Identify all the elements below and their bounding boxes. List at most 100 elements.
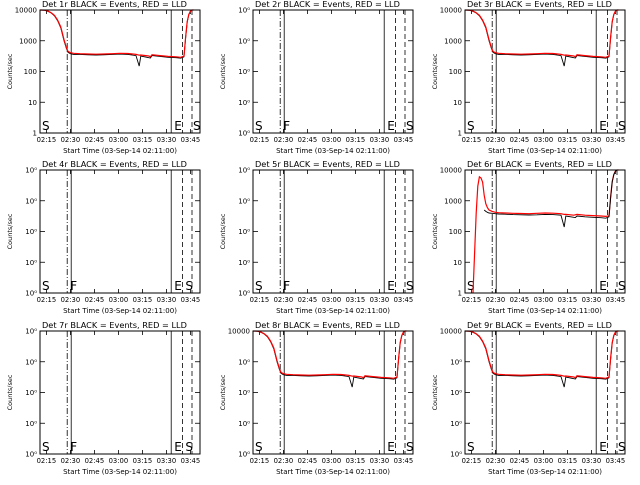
y-tick-label: 10⁰ <box>238 68 250 76</box>
x-tick-label: 03:45 <box>394 136 414 144</box>
x-tick-label: 03:45 <box>606 457 626 465</box>
x-tick-label: 03:00 <box>109 296 129 304</box>
y-tick-label: 10⁰ <box>25 228 37 236</box>
y-tick-label: 1000 <box>19 37 37 45</box>
series-lld-line <box>39 9 194 58</box>
x-tick-label: 02:45 <box>510 457 530 465</box>
event-vline-label: F <box>283 119 290 133</box>
x-tick-label: 03:45 <box>394 457 414 465</box>
y-tick-label: 10⁰ <box>25 389 37 397</box>
x-tick-label: 02:15 <box>250 136 270 144</box>
x-axis-label: Start Time (03-Sep-14 02:11:00) <box>488 147 602 155</box>
x-tick-label: 03:15 <box>346 136 366 144</box>
corner-label-start: S <box>42 279 50 293</box>
series-lld-line <box>464 330 619 379</box>
x-tick-label: 03:00 <box>534 136 554 144</box>
y-axis-label: Counts/sec <box>431 374 439 410</box>
corner-label-start: S <box>467 440 475 454</box>
plot-frame <box>252 169 414 294</box>
corner-label-end: S <box>193 119 201 133</box>
series-lld-line <box>472 169 619 294</box>
panel-det-7: Det 7r BLACK = Events, RED = LLD Counts/s… <box>6 320 201 476</box>
event-vline-label: E <box>174 279 182 293</box>
panel-title: Det 8r BLACK = Events, RED = LLD <box>255 320 400 330</box>
y-tick-label: 10⁰ <box>238 389 250 397</box>
corner-label-start: S <box>42 440 50 454</box>
panel-det-2: Det 2r BLACK = Events, RED = LLD Counts/s… <box>219 0 414 155</box>
y-tick-label: 10⁰ <box>450 420 462 428</box>
y-tick-label: 1 <box>33 130 37 138</box>
x-tick-label: 03:30 <box>370 457 390 465</box>
x-tick-label: 03:15 <box>558 296 578 304</box>
x-tick-label: 03:15 <box>133 296 153 304</box>
corner-label-start: S <box>42 119 50 133</box>
x-tick-label: 03:00 <box>109 457 129 465</box>
x-tick-label: 03:00 <box>322 136 342 144</box>
y-tick-label: 10⁰ <box>238 99 250 107</box>
y-tick-label: 1 <box>458 290 462 298</box>
y-tick-label: 10⁰ <box>238 259 250 267</box>
y-tick-label: 10⁰ <box>238 228 250 236</box>
x-tick-label: 02:45 <box>85 296 105 304</box>
corner-label-end: S <box>406 119 414 133</box>
panel-title: Det 3r BLACK = Events, RED = LLD <box>467 0 612 9</box>
plot-frame <box>464 9 626 134</box>
y-tick-label: 10 <box>453 99 462 107</box>
series-lld-line <box>464 9 619 58</box>
corner-label-end: S <box>618 279 626 293</box>
x-tick-label: 02:15 <box>250 457 270 465</box>
y-axis-label: Counts/sec <box>219 374 227 410</box>
y-tick-label: 1 <box>458 130 462 138</box>
x-tick-label: 03:45 <box>606 296 626 304</box>
x-tick-label: 03:15 <box>346 296 366 304</box>
corner-label-start: S <box>467 119 475 133</box>
x-tick-label: 03:45 <box>606 136 626 144</box>
y-tick-label: 100 <box>449 68 462 76</box>
x-axis-label: Start Time (03-Sep-14 02:11:00) <box>488 468 602 476</box>
corner-label-end: S <box>406 279 414 293</box>
y-axis-label: Counts/sec <box>219 213 227 249</box>
x-tick-label: 02:45 <box>85 457 105 465</box>
x-axis-label: Start Time (03-Sep-14 02:11:00) <box>63 147 177 155</box>
plot-frame <box>39 9 201 134</box>
y-axis-label: Counts/sec <box>6 213 14 249</box>
series-events-line <box>483 169 619 228</box>
x-tick-label: 02:30 <box>274 136 294 144</box>
x-tick-label: 02:45 <box>85 136 105 144</box>
event-vline-label: E <box>599 440 607 454</box>
x-tick-label: 02:45 <box>298 296 318 304</box>
y-tick-label: 1000 <box>444 197 462 205</box>
x-tick-label: 02:30 <box>274 457 294 465</box>
panel-title: Det 1r BLACK = Events, RED = LLD <box>42 0 187 9</box>
y-tick-label: 10⁰ <box>238 197 250 205</box>
event-vline-label: E <box>599 119 607 133</box>
y-tick-label: 10⁰ <box>238 7 250 15</box>
x-tick-label: 03:30 <box>157 136 177 144</box>
y-tick-label: 10000 <box>440 7 462 15</box>
x-tick-label: 02:30 <box>61 296 81 304</box>
x-axis-label: Start Time (03-Sep-14 02:11:00) <box>63 307 177 315</box>
event-vline-label: F <box>283 279 290 293</box>
x-tick-label: 03:30 <box>582 136 602 144</box>
x-axis-label: Start Time (03-Sep-14 02:11:00) <box>276 147 390 155</box>
y-axis-label: Counts/sec <box>219 53 227 89</box>
x-tick-label: 02:30 <box>486 296 506 304</box>
x-tick-label: 03:30 <box>157 457 177 465</box>
x-tick-label: 03:45 <box>394 296 414 304</box>
y-tick-label: 10⁰ <box>25 451 37 459</box>
x-tick-label: 02:45 <box>298 457 318 465</box>
y-tick-label: 10⁰ <box>25 328 37 336</box>
y-tick-label: 10⁰ <box>25 167 37 175</box>
y-tick-label: 10000 <box>15 7 37 15</box>
panel-det-1: Det 1r BLACK = Events, RED = LLD Counts/s… <box>6 0 201 155</box>
y-tick-label: 10 <box>453 259 462 267</box>
x-tick-label: 03:00 <box>109 136 129 144</box>
y-tick-label: 10000 <box>228 328 250 336</box>
y-tick-label: 1000 <box>444 37 462 45</box>
event-vline-label: F <box>70 440 77 454</box>
x-tick-label: 02:15 <box>462 296 482 304</box>
event-vline-label: E <box>599 279 607 293</box>
event-vline-label: E <box>174 440 182 454</box>
x-tick-label: 03:30 <box>157 296 177 304</box>
plot-frame <box>39 330 201 455</box>
